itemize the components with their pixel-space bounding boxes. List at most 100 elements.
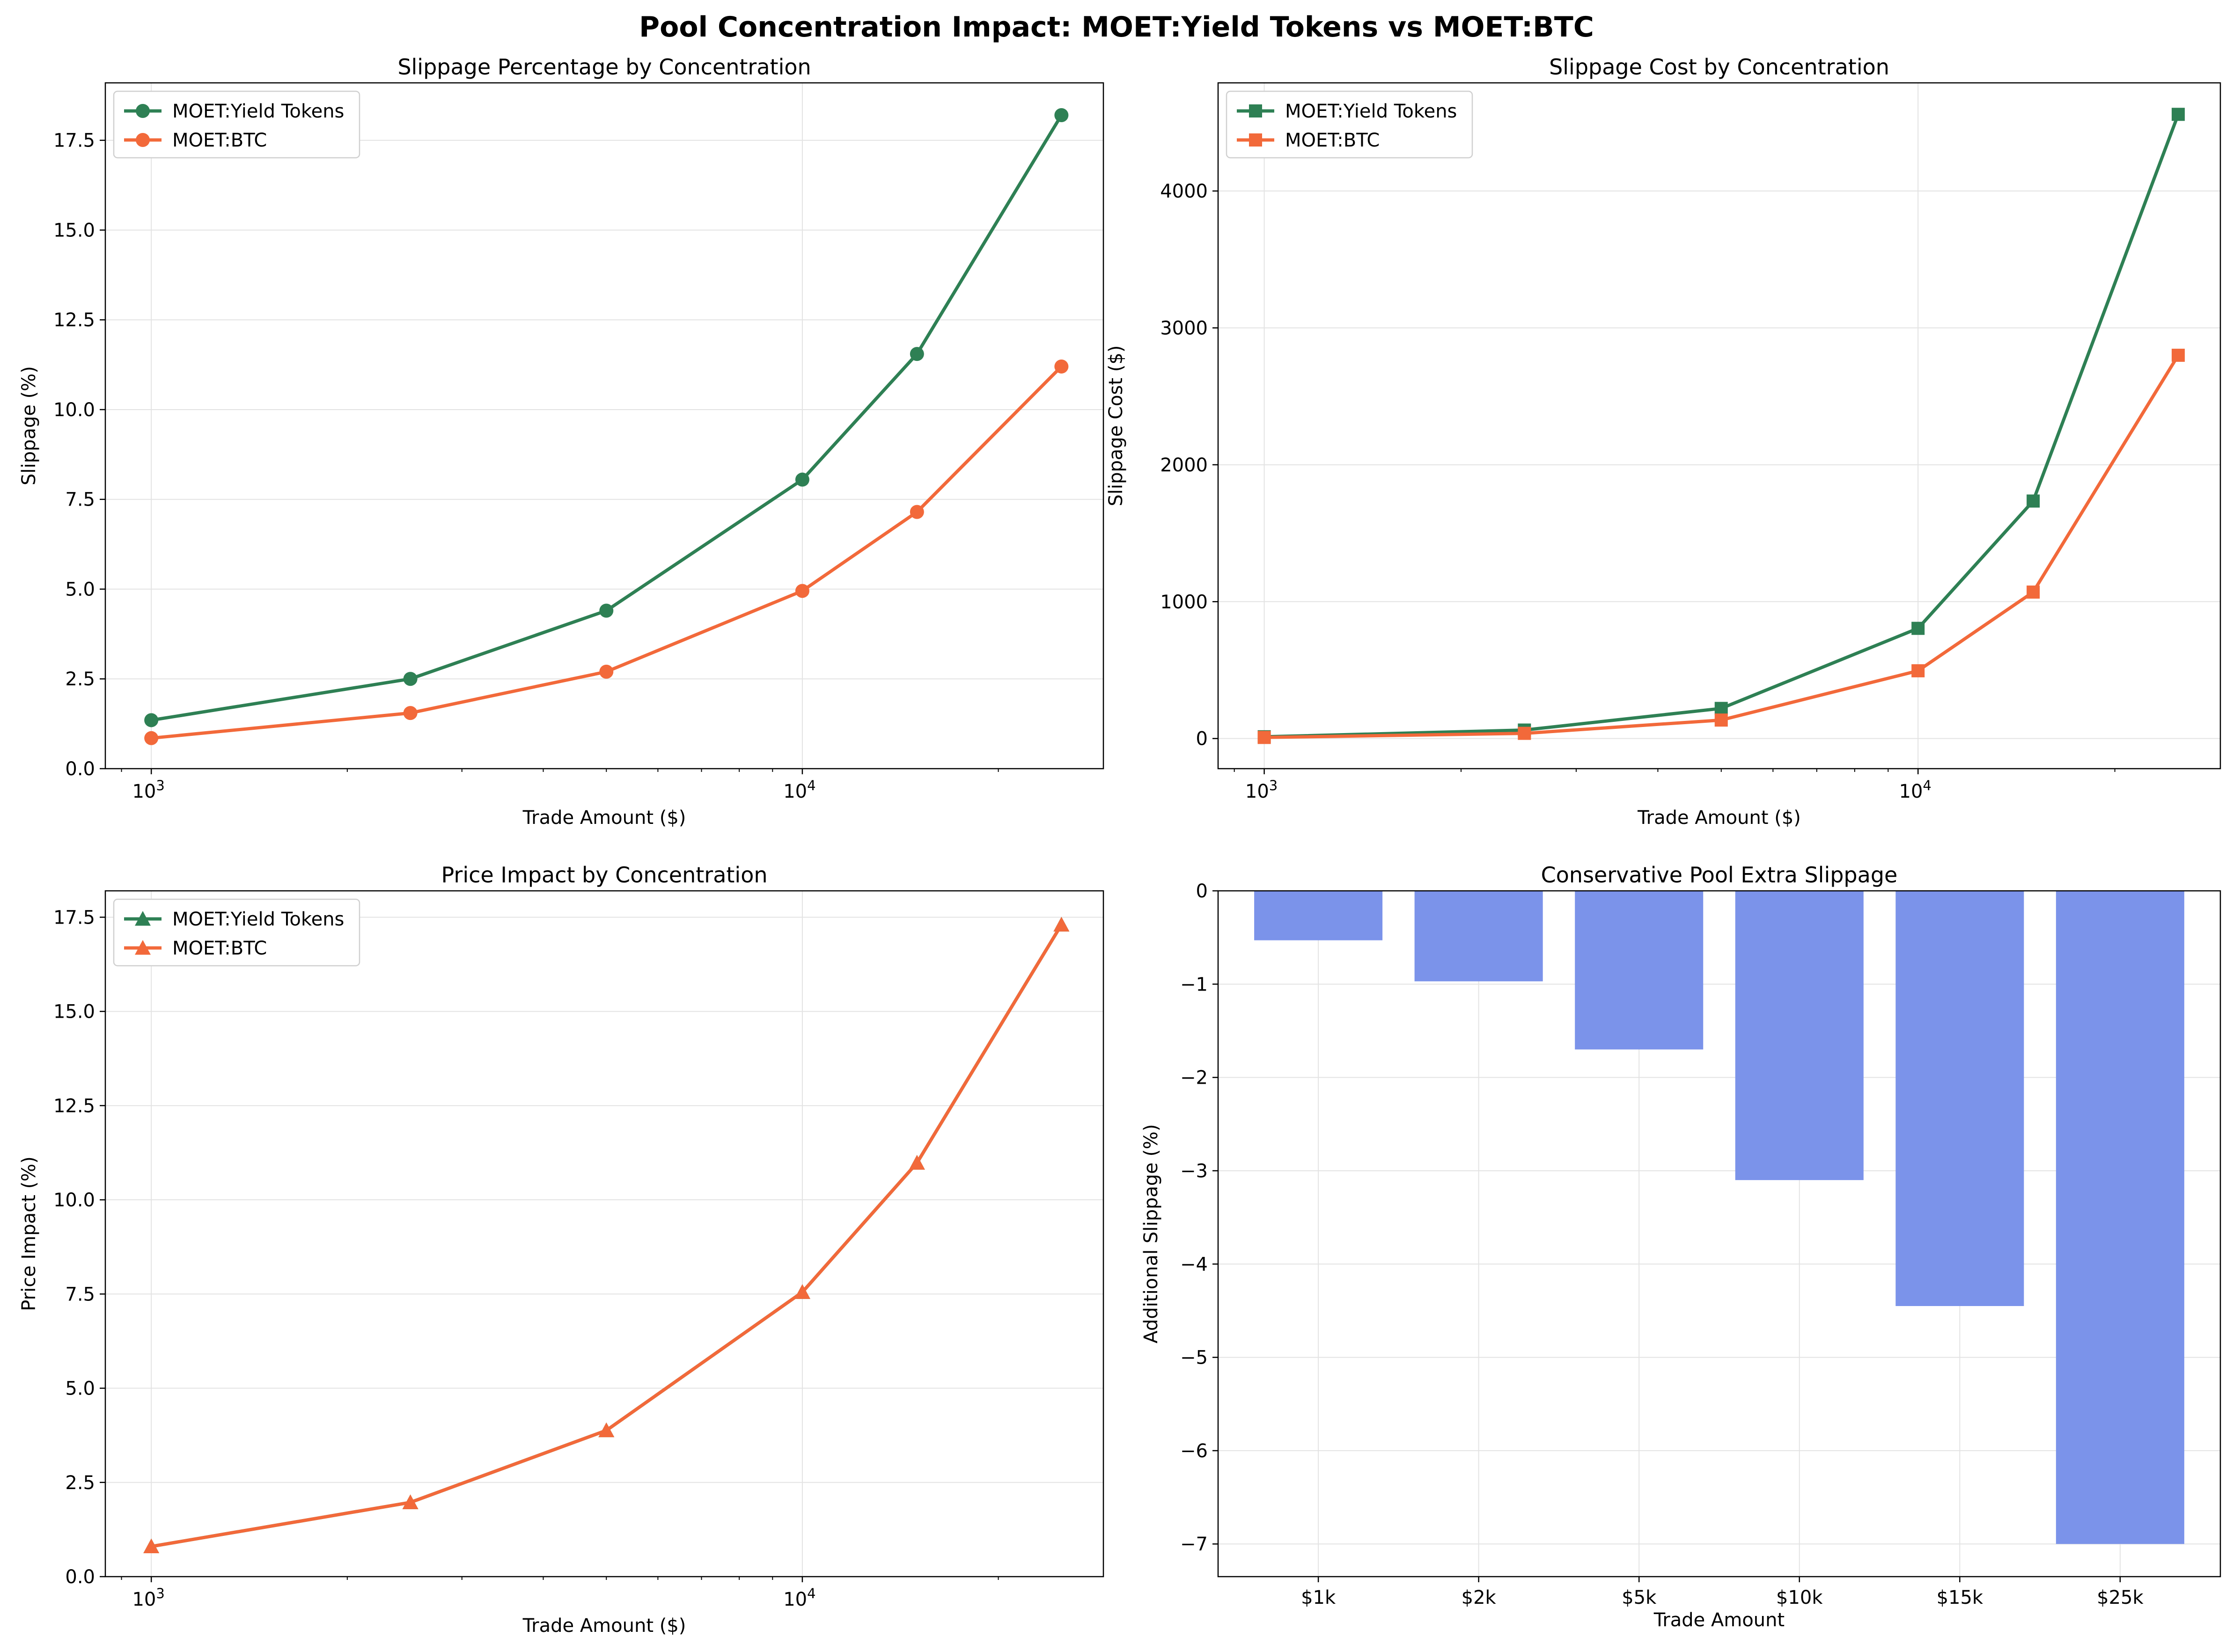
legend-box [113, 90, 360, 159]
y-tick-label: 15.0 [53, 1001, 95, 1023]
data-point [795, 472, 809, 487]
series-line-1 [1264, 114, 2180, 739]
y-axis-label: Additional Slippage (%) [1140, 1124, 1162, 1343]
x-tick-label: $5k [1622, 1587, 1657, 1608]
series-line-2 [151, 365, 1063, 740]
y-tick-label: 12.5 [53, 309, 95, 331]
legend-box [113, 898, 360, 967]
y-tick-label: 0 [1196, 881, 1208, 902]
figure-title: Pool Concentration Impact: MOET:Yield To… [639, 11, 1594, 44]
panel-2: 0 1000 2000 3000 4000 103 104 Slippage Cost by … [1105, 54, 2221, 829]
y-tick-label: 4000 [1160, 181, 1208, 202]
x-tick-label: 103 [1245, 778, 1278, 802]
data-point [2171, 108, 2185, 121]
legend-label: MOET:BTC [172, 130, 267, 151]
y-tick-label: 2.5 [65, 668, 95, 690]
x-tick-label: $10k [1776, 1587, 1823, 1608]
legend-marker [1249, 133, 1262, 147]
y-tick-label: 17.5 [53, 130, 95, 152]
panel-1: 0.0 2.5 5.0 7.5 10.0 12.5 15.0 17.5 103 104 Slippa… [18, 54, 1104, 829]
series-line-1 [151, 114, 1063, 722]
y-tick-label: 1000 [1160, 591, 1208, 613]
data-point [1053, 917, 1070, 932]
data-point [2171, 348, 2185, 362]
y-tick-label: 2000 [1160, 455, 1208, 476]
data-point [143, 1538, 160, 1554]
data-point [910, 347, 924, 361]
x-tick-label: 103 [132, 778, 164, 802]
panel-title: Slippage Percentage by Concentration [397, 54, 811, 80]
data-point [909, 1155, 925, 1170]
axes-frame [1217, 82, 2221, 770]
y-tick-label: 7.5 [65, 1284, 95, 1305]
data-point [1911, 664, 1925, 677]
y-tick-label: −6 [1180, 1440, 1208, 1462]
y-tick-label: 0.0 [65, 758, 95, 780]
panel-title: Price Impact by Concentration [441, 862, 767, 888]
y-tick-label: 10.0 [53, 399, 95, 421]
x-tick-label: $15k [1937, 1587, 1983, 1608]
x-tick-label: 103 [132, 1586, 164, 1610]
axes-frame [104, 82, 1104, 770]
data-point [1714, 713, 1728, 727]
legend: MOET:Yield Tokens MOET:BTC [113, 898, 360, 967]
bar [1735, 891, 1864, 1180]
bar [2056, 891, 2184, 1544]
data-point [794, 1284, 810, 1299]
data-point [598, 1422, 615, 1438]
x-tick-label: $1k [1301, 1587, 1336, 1608]
panel-title: Slippage Cost by Concentration [1549, 54, 1889, 80]
y-axis-label: Slippage (%) [18, 366, 40, 485]
bar [1414, 891, 1543, 982]
data-point [910, 505, 924, 519]
data-point [2027, 585, 2040, 599]
legend-marker [136, 133, 150, 147]
data-point [1911, 622, 1925, 635]
axes-frame [1217, 890, 2221, 1578]
y-tick-label: 15.0 [53, 220, 95, 241]
data-point [599, 603, 614, 618]
legend: MOET:Yield Tokens MOET:BTC [1226, 90, 1473, 159]
data-point [1714, 702, 1728, 715]
data-point [1054, 359, 1069, 374]
series-line-2 [151, 924, 1063, 1549]
legend-label: MOET:Yield Tokens [172, 909, 344, 930]
legend-label: MOET:BTC [172, 938, 267, 959]
legend-label: MOET:BTC [1285, 130, 1380, 151]
y-tick-label: 12.5 [53, 1095, 95, 1117]
axes-frame [104, 890, 1104, 1578]
legend: MOET:Yield Tokens MOET:BTC [113, 90, 360, 159]
data-point [1518, 727, 1531, 740]
y-tick-label: −5 [1180, 1347, 1208, 1369]
panel-3: 0.0 2.5 5.0 7.5 10.0 12.5 15.0 17.5 103 104 Price … [18, 862, 1104, 1637]
data-point [402, 1494, 419, 1509]
data-point [1257, 731, 1271, 744]
legend-marker [135, 911, 151, 926]
y-axis-label: Price Impact (%) [18, 1156, 40, 1311]
x-axis-label: Trade Amount [1653, 1609, 1785, 1631]
y-tick-label: −7 [1180, 1534, 1208, 1555]
legend-box [1226, 90, 1473, 159]
panel-4: −7 −6 −5 −4 −3 −2 −1 0 $1k $2k $5k $10k $15k $25k Cons… [1140, 862, 2221, 1631]
data-point [2027, 494, 2040, 508]
y-tick-label: −3 [1180, 1160, 1208, 1182]
bar [1895, 891, 2024, 1306]
y-tick-label: 2.5 [65, 1472, 95, 1494]
y-tick-label: −4 [1180, 1254, 1208, 1275]
y-tick-label: −2 [1180, 1067, 1208, 1089]
x-axis-label: Trade Amount ($) [522, 807, 686, 829]
x-axis-label: Trade Amount ($) [1637, 807, 1801, 829]
data-point [144, 731, 159, 745]
data-point [599, 664, 614, 679]
bar [1575, 891, 1704, 1050]
y-tick-label: 7.5 [65, 489, 95, 511]
legend-label: MOET:Yield Tokens [172, 101, 344, 122]
y-tick-label: 5.0 [65, 1378, 95, 1400]
y-tick-label: 5.0 [65, 579, 95, 600]
y-tick-label: 0.0 [65, 1566, 95, 1588]
y-tick-label: 10.0 [53, 1189, 95, 1211]
data-point [1054, 108, 1069, 123]
legend-marker [136, 104, 150, 118]
data-point [144, 713, 159, 727]
y-tick-label: 0 [1196, 728, 1208, 750]
